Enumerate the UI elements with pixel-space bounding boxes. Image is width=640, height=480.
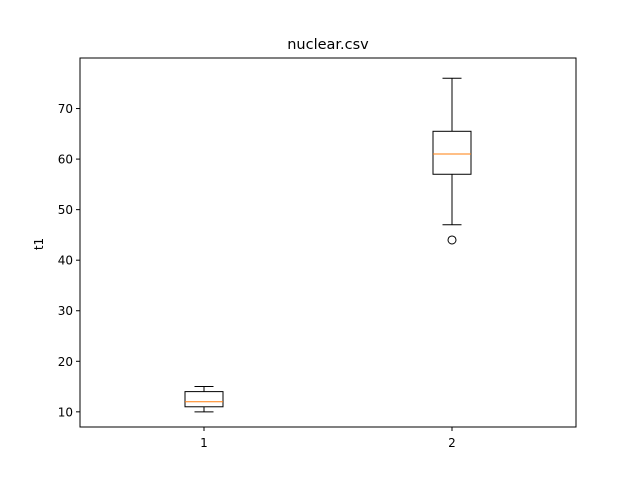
- outlier-point: [447, 235, 457, 245]
- y-tick-label: 10: [58, 405, 73, 419]
- y-axis-label: t1: [32, 238, 46, 250]
- interquartile-box: [432, 130, 472, 175]
- chart-title: nuclear.csv: [287, 37, 369, 53]
- y-tick-label: 30: [58, 304, 73, 318]
- y-tick-label: 50: [58, 203, 73, 217]
- y-tick-label: 40: [58, 254, 73, 268]
- axes-frame: [79, 57, 577, 428]
- plot-area: 10 20 30 40 50 60 70 1 2: [58, 57, 577, 450]
- y-tick-label: 60: [58, 153, 73, 167]
- interquartile-box: [184, 391, 224, 408]
- y-tick-label: 70: [58, 102, 73, 116]
- x-tick-label: 1: [200, 436, 208, 450]
- y-tick-label: 20: [58, 355, 73, 369]
- x-tick-label: 2: [448, 436, 456, 450]
